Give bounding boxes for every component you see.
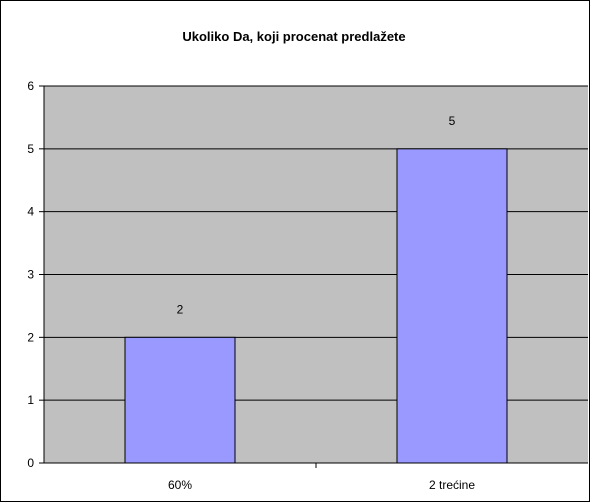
bar <box>396 148 508 464</box>
x-tick-label: 60% <box>168 478 192 492</box>
data-label: 5 <box>449 114 456 128</box>
y-tick-label: 4 <box>27 205 34 219</box>
chart-title: Ukoliko Da, koji procenat predlažete <box>182 29 406 44</box>
y-tick-label: 0 <box>27 456 34 470</box>
bar <box>124 336 236 464</box>
x-tick-label: 2 trećine <box>429 478 475 492</box>
y-tick-label: 5 <box>27 142 34 156</box>
y-tick-label: 3 <box>27 268 34 282</box>
data-label: 2 <box>177 302 184 316</box>
y-tick-label: 2 <box>27 330 34 344</box>
y-tick-label: 1 <box>27 393 34 407</box>
y-tick-label: 6 <box>27 79 34 93</box>
